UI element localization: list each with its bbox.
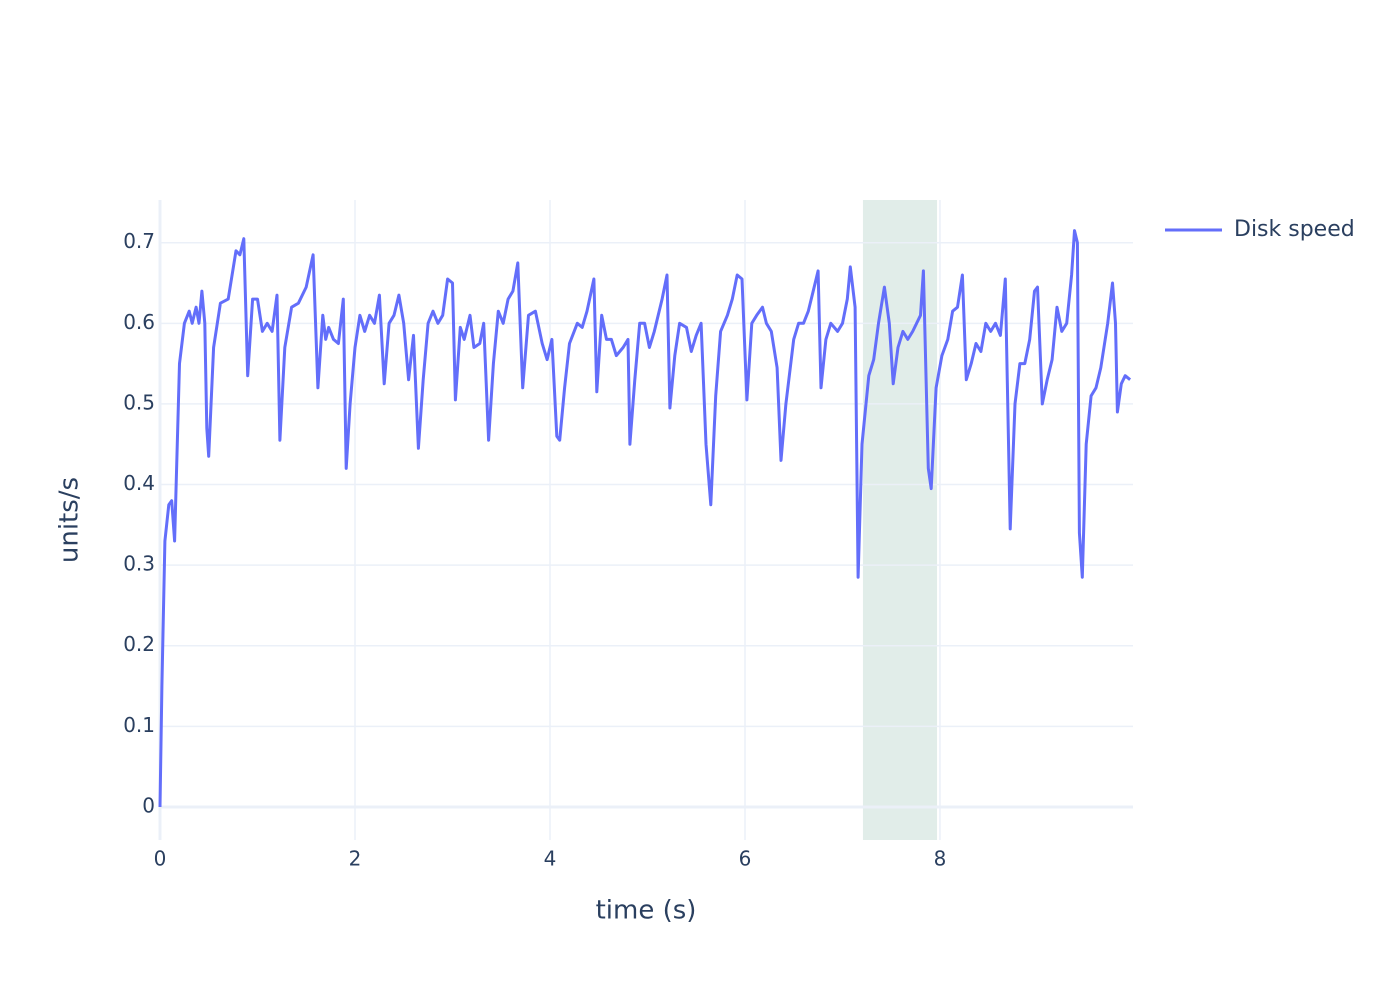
y-axis-title: units/s (55, 477, 85, 563)
y-tick-label: 0 (142, 793, 155, 817)
x-tick-label: 6 (739, 847, 752, 871)
y-tick-label: 0.3 (123, 552, 155, 576)
x-tick-label: 2 (349, 847, 362, 871)
x-tick-label: 0 (154, 847, 167, 871)
line (158, 229, 1132, 808)
y-tick-label: 0.6 (123, 310, 155, 334)
y-tick-label: 0.2 (123, 632, 155, 656)
y-tick-label: 0.4 (123, 471, 155, 495)
highlight-region (862, 200, 938, 840)
legend-label: Disk speed (1234, 217, 1355, 242)
x-tick-label: 8 (934, 847, 947, 871)
y-tick-label: 0.1 (123, 713, 155, 737)
y-tick-label: 0.5 (123, 390, 155, 414)
x-axis-title: time (s) (596, 896, 697, 926)
y-tick-label: 0.7 (123, 229, 155, 253)
x-tick-label: 4 (544, 847, 557, 871)
